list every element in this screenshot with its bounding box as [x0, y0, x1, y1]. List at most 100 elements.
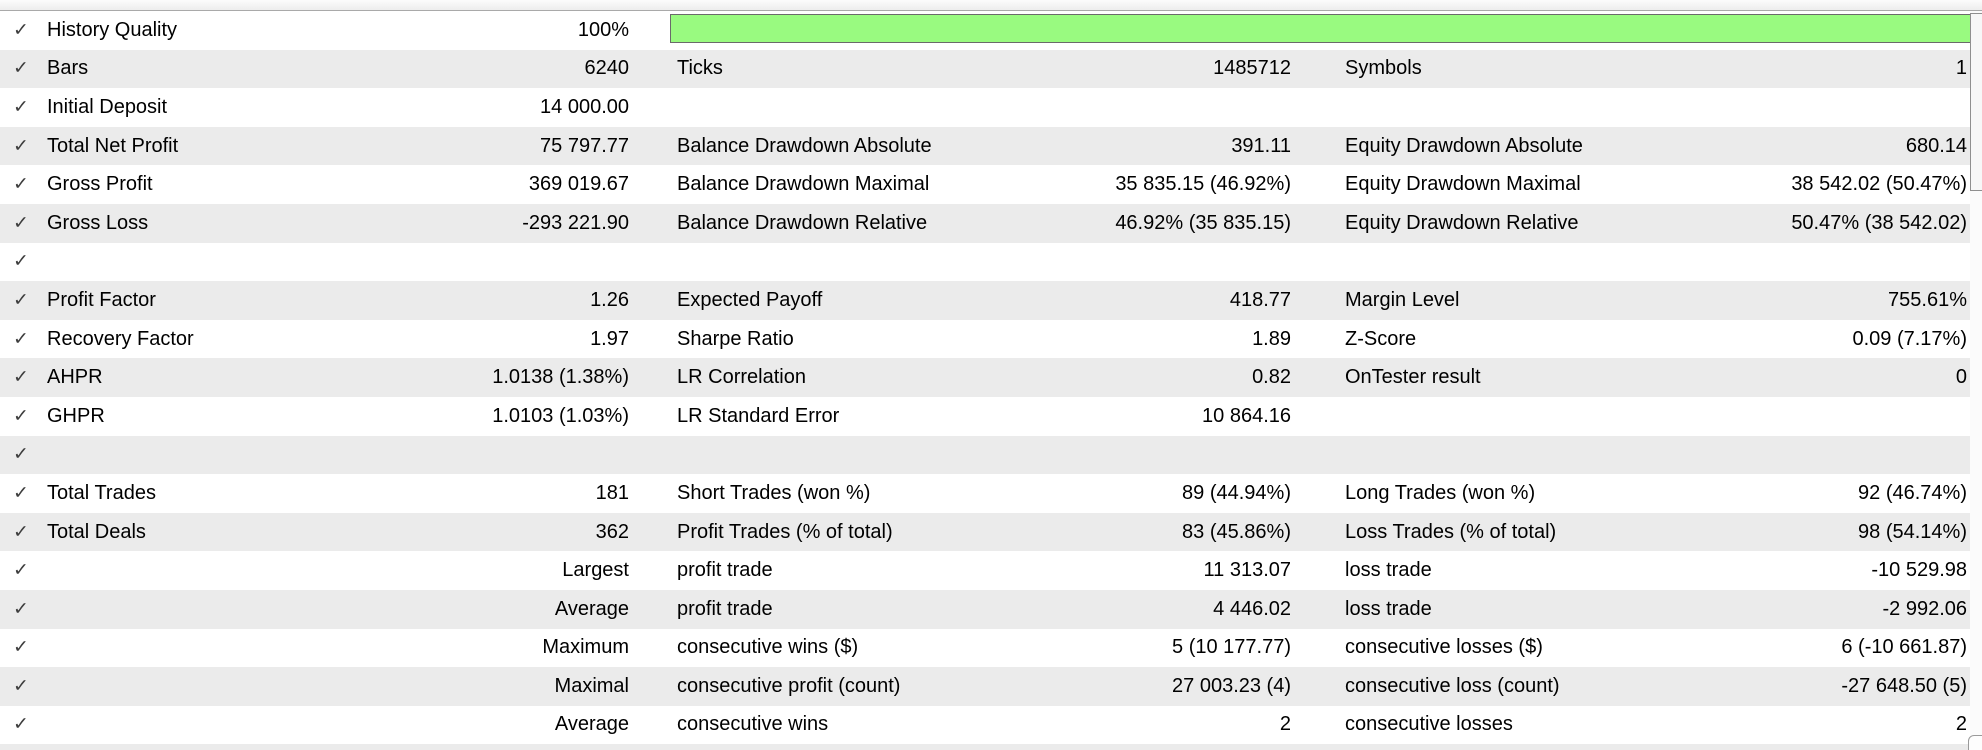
cell-c3: Loss Trades (% of total) 98 (54.14%): [1342, 521, 1970, 544]
metric-value: -2 992.06: [1882, 597, 1967, 620]
metric-value: 100%: [577, 18, 629, 41]
metric-label: Profit Factor: [47, 288, 156, 311]
checkmark-icon: ✓: [13, 560, 29, 581]
table-row-ghpr[interactable]: ✓ GHPR 1.0103 (1.03%) LR Standard Error 10 8…: [0, 396, 1970, 436]
metric-label: AHPR: [47, 366, 103, 389]
checkmark-icon: ✓: [13, 213, 29, 234]
checkmark-icon: ✓: [13, 136, 29, 157]
cell-c3: Margin Level 755.61%: [1342, 289, 1970, 312]
checkmark-icon: ✓: [13, 367, 29, 388]
metric-value: 14 000.00: [540, 95, 629, 118]
metric-value: 98 (54.14%): [1858, 520, 1967, 543]
metric-value: 27 003.23 (4): [1172, 674, 1291, 697]
metric-value: 75 797.77: [540, 134, 629, 157]
table-row-bars[interactable]: ✓ Bars 6240 Ticks 1485712 Symbols 1: [0, 49, 1970, 89]
cell-c1: History Quality 100%: [44, 19, 632, 42]
metric-value: 10 864.16: [1202, 404, 1291, 427]
table-row-recovery-factor[interactable]: ✓ Recovery Factor 1.97 Sharpe Ratio 1.89 Z-Sc…: [0, 319, 1970, 359]
metric-value: 755.61%: [1888, 288, 1967, 311]
metric-label: LR Correlation: [677, 366, 806, 389]
table-row-total-net-profit[interactable]: ✓ Total Net Profit 75 797.77 Balance Drawdo…: [0, 126, 1970, 166]
table-row-ahpr[interactable]: ✓ AHPR 1.0138 (1.38%) LR Correlation 0.82 OnT…: [0, 358, 1970, 397]
metric-label: Bars: [47, 57, 89, 80]
metric-value: 0.09 (7.17%): [1852, 327, 1967, 350]
next-row-partial: [0, 744, 1970, 750]
metric-label: Expected Payoff: [677, 288, 823, 311]
checkmark-icon: ✓: [13, 483, 29, 504]
metric-value: 418.77: [1229, 288, 1291, 311]
table-row-initial-deposit[interactable]: ✓ Initial Deposit 14 000.00: [0, 88, 1970, 127]
table-row-gross-profit[interactable]: ✓ Gross Profit 369 019.67 Balance Drawdown …: [0, 165, 1970, 204]
cell-c2: Sharpe Ratio 1.89: [674, 328, 1294, 351]
metric-value: 1.89: [1252, 327, 1291, 350]
metric-label: Short Trades (won %): [677, 481, 871, 504]
cell-c3: Long Trades (won %) 92 (46.74%): [1342, 482, 1970, 505]
checkmark-icon: ✓: [13, 251, 29, 272]
metric-label: loss trade: [1345, 597, 1432, 620]
metric-value: 1: [1955, 57, 1967, 80]
metric-label: profit trade: [677, 559, 773, 582]
table-row-maximum-consecutive[interactable]: ✓ Maximum consecutive wins ($) 5 (10 177.77…: [0, 628, 1970, 668]
metric-value: 369 019.67: [528, 173, 629, 196]
metric-value: 362: [595, 520, 629, 543]
checkmark-icon: ✓: [13, 637, 29, 658]
cell-c2: LR Correlation 0.82: [674, 366, 1294, 389]
metric-value: 2: [1955, 713, 1967, 736]
cell-c2: Balance Drawdown Maximal 35 835.15 (46.92…: [674, 173, 1294, 196]
metric-value: 6 (-10 661.87): [1841, 636, 1967, 659]
table-row-gross-loss[interactable]: ✓ Gross Loss -293 221.90 Balance Drawdown R…: [0, 203, 1970, 243]
metric-label: Margin Level: [1345, 288, 1460, 311]
table-row-spacer-1[interactable]: ✓: [0, 242, 1970, 282]
bottom-right-corner-button[interactable]: [1968, 735, 1982, 750]
metric-value: Average: [554, 713, 629, 736]
cell-c1: Bars 6240: [44, 57, 632, 80]
cell-c1: Average: [44, 598, 632, 621]
cell-c1: Total Net Profit 75 797.77: [44, 135, 632, 158]
table-row-average-consecutive[interactable]: ✓ Average consecutive wins 2 consecutive los…: [0, 705, 1970, 745]
checkmark-icon: ✓: [13, 444, 29, 465]
metric-value: Average: [554, 597, 629, 620]
cell-c2: profit trade 4 446.02: [674, 598, 1294, 621]
cell-c1: AHPR 1.0138 (1.38%): [44, 366, 632, 389]
cell-c1: GHPR 1.0103 (1.03%): [44, 405, 632, 428]
cell-c1: Total Trades 181: [44, 482, 632, 505]
metric-value: 50.47% (38 542.02): [1791, 211, 1967, 234]
cell-c3: Equity Drawdown Absolute 680.14: [1342, 135, 1970, 158]
table-row-average-trade[interactable]: ✓ Average profit trade 4 446.02 loss trade -2…: [0, 589, 1970, 629]
metric-value: 391.11: [1231, 134, 1291, 157]
metric-value: 92 (46.74%): [1858, 481, 1967, 504]
cell-c1: Gross Profit 369 019.67: [44, 173, 632, 196]
table-row-total-deals[interactable]: ✓ Total Deals 362 Profit Trades (% of total…: [0, 512, 1970, 552]
table-row-profit-factor[interactable]: ✓ Profit Factor 1.26 Expected Payoff 418.77 M…: [0, 281, 1970, 320]
checkmark-icon: ✓: [13, 406, 29, 427]
metric-label: Long Trades (won %): [1345, 481, 1536, 504]
table-row-history-quality[interactable]: ✓ History Quality 100%: [0, 11, 1972, 50]
table-row-spacer-2[interactable]: ✓: [0, 435, 1970, 475]
cell-c2: Balance Drawdown Relative 46.92% (35 835.…: [674, 212, 1294, 235]
metric-label: Equity Drawdown Maximal: [1345, 173, 1581, 196]
metric-label: consecutive losses ($): [1345, 636, 1543, 659]
metric-value: Maximal: [554, 674, 629, 697]
table-row-maximal-consecutive[interactable]: ✓ Maximal consecutive profit (count) 27 003…: [0, 667, 1970, 706]
metric-label: Recovery Factor: [47, 327, 194, 350]
metric-value: 89 (44.94%): [1182, 481, 1291, 504]
metric-label: Loss Trades (% of total): [1345, 520, 1557, 543]
metric-value: -293 221.90: [522, 211, 629, 234]
cell-c3: consecutive loss (count) -27 648.50 (5): [1342, 675, 1970, 698]
cell-c3: loss trade -10 529.98: [1342, 559, 1970, 582]
metric-value: Maximum: [542, 636, 629, 659]
metric-value: -27 648.50 (5): [1841, 674, 1967, 697]
table-row-largest[interactable]: ✓ Largest profit trade 11 313.07 loss trade -…: [0, 551, 1970, 590]
checkmark-icon: ✓: [13, 676, 29, 697]
metric-value: 1485712: [1213, 57, 1291, 80]
metric-label: Equity Drawdown Relative: [1345, 211, 1579, 234]
metric-label: Gross Loss: [47, 211, 149, 234]
cell-c1: Recovery Factor 1.97: [44, 328, 632, 351]
scrollbar-thumb[interactable]: [1970, 13, 1982, 191]
table-row-total-trades[interactable]: ✓ Total Trades 181 Short Trades (won %) 89 (…: [0, 474, 1970, 513]
panel-top-edge: [0, 0, 1982, 11]
metric-label: loss trade: [1345, 559, 1432, 582]
vertical-scrollbar[interactable]: [1970, 11, 1982, 750]
cell-c1: Maximal: [44, 675, 632, 698]
